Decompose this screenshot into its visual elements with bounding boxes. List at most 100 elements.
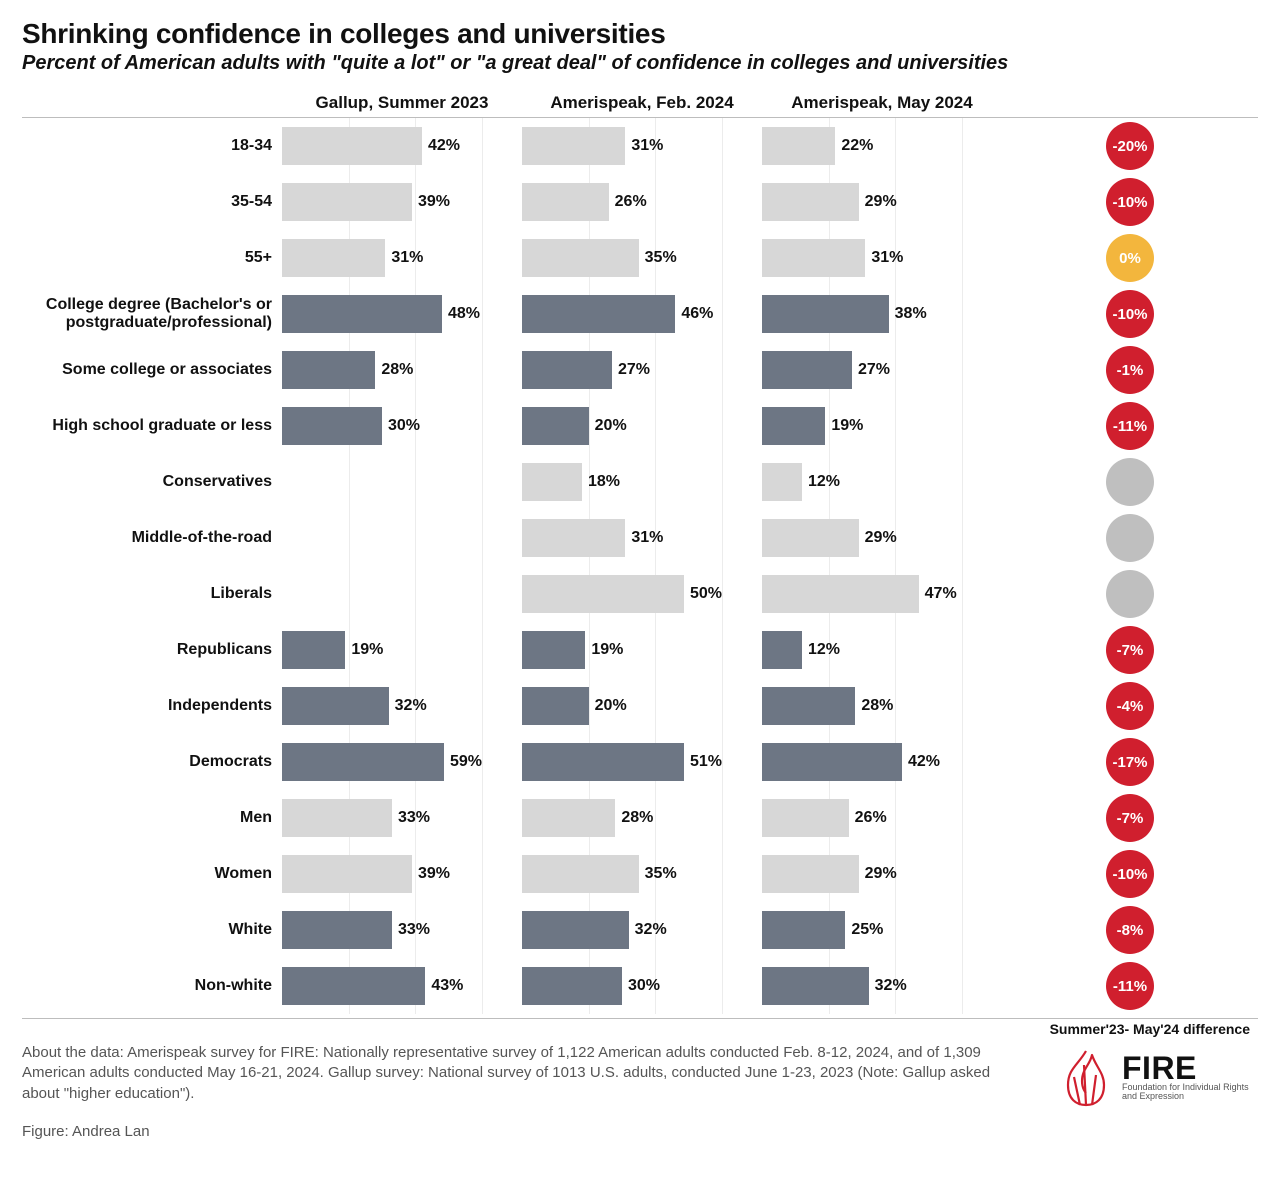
column-header: Amerispeak, Feb. 2024 — [522, 93, 762, 113]
chart-row: 35-5439%26%29%-10% — [22, 174, 1258, 230]
bar-track: 35% — [522, 230, 722, 286]
bar-cell: 42% — [282, 118, 522, 174]
bar-value: 25% — [851, 921, 883, 939]
header-spacer — [22, 93, 282, 113]
bar-cell: 48% — [282, 286, 522, 342]
bar — [522, 631, 585, 669]
bar — [762, 239, 865, 277]
bar-value: 20% — [595, 417, 627, 435]
bar-track: 48% — [282, 286, 482, 342]
footnote-credit: Figure: Andrea Lan — [22, 1122, 1002, 1142]
diff-badge: -11% — [1106, 402, 1154, 450]
bar-track: 25% — [762, 902, 962, 958]
bar-track: 42% — [282, 118, 482, 174]
bar — [762, 855, 859, 893]
bar — [762, 127, 835, 165]
bar-cell — [282, 566, 522, 622]
chart-row: Women39%35%29%-10% — [22, 846, 1258, 902]
bar-track: 47% — [762, 566, 962, 622]
bar-value: 22% — [841, 137, 873, 155]
footnote-about: About the data: Amerispeak survey for FI… — [22, 1043, 1002, 1104]
bar-value: 18% — [588, 473, 620, 491]
bar-track — [282, 566, 482, 622]
diff-badge: -1% — [1106, 346, 1154, 394]
row-label: Democrats — [22, 753, 282, 771]
chart-row: Men33%28%26%-7% — [22, 790, 1258, 846]
bar-value: 19% — [351, 641, 383, 659]
bar-track: 31% — [762, 230, 962, 286]
footnotes: About the data: Amerispeak survey for FI… — [22, 1043, 1002, 1160]
fire-logo-text: FIRE Foundation for Individual Rights an… — [1122, 1054, 1252, 1103]
chart-row: Non-white43%30%32%-11% — [22, 958, 1258, 1014]
bar-cell — [282, 510, 522, 566]
fire-logo-name: FIRE — [1122, 1054, 1252, 1083]
row-label: Non-white — [22, 977, 282, 995]
diff-badge — [1106, 458, 1154, 506]
diff-badge: -10% — [1106, 290, 1154, 338]
bar-value: 38% — [895, 305, 927, 323]
bar-value: 32% — [875, 977, 907, 995]
bar — [762, 799, 849, 837]
bar-cell: 43% — [282, 958, 522, 1014]
bar — [282, 631, 345, 669]
bar — [762, 351, 852, 389]
chart-row: Some college or associates28%27%27%-1% — [22, 342, 1258, 398]
bar — [762, 911, 845, 949]
bar — [522, 743, 684, 781]
chart-subtitle: Percent of American adults with "quite a… — [22, 52, 1258, 75]
bar-value: 31% — [871, 249, 903, 267]
chart-row: Democrats59%51%42%-17% — [22, 734, 1258, 790]
bar-value: 50% — [690, 585, 722, 603]
bar-track: 59% — [282, 734, 482, 790]
bar-value: 12% — [808, 473, 840, 491]
row-label: Middle-of-the-road — [22, 529, 282, 547]
bar-track: 12% — [762, 622, 962, 678]
bar-track: 32% — [522, 902, 722, 958]
bar — [282, 687, 389, 725]
bar-value: 31% — [391, 249, 423, 267]
bar-cell: 32% — [282, 678, 522, 734]
bar-track: 20% — [522, 398, 722, 454]
bar-track — [282, 454, 482, 510]
bar-cell: 29% — [762, 174, 1002, 230]
bar-track — [282, 510, 482, 566]
bar-cell: 31% — [522, 118, 762, 174]
bar-value: 39% — [418, 193, 450, 211]
diff-cell: -1% — [1002, 346, 1258, 394]
bar-track: 29% — [762, 174, 962, 230]
bar-value: 29% — [865, 193, 897, 211]
bar-cell: 12% — [762, 622, 1002, 678]
row-label: 18-34 — [22, 137, 282, 155]
bar-value: 43% — [431, 977, 463, 995]
bar-cell: 27% — [522, 342, 762, 398]
bar-value: 51% — [690, 753, 722, 771]
bar-track: 46% — [522, 286, 722, 342]
bar-value: 35% — [645, 865, 677, 883]
bar — [522, 407, 589, 445]
bar-cell: 31% — [522, 510, 762, 566]
bar-track: 33% — [282, 902, 482, 958]
bar-track: 19% — [282, 622, 482, 678]
figure-container: Shrinking confidence in colleges and uni… — [0, 0, 1280, 1170]
row-label: 35-54 — [22, 193, 282, 211]
bar-track: 30% — [522, 958, 722, 1014]
bar-value: 46% — [681, 305, 713, 323]
fire-logo: FIRE Foundation for Individual Rights an… — [1058, 1043, 1258, 1109]
diff-badge: -7% — [1106, 626, 1154, 674]
bar-value: 29% — [865, 865, 897, 883]
bar-track: 42% — [762, 734, 962, 790]
bar-track: 31% — [282, 230, 482, 286]
bar-track: 20% — [522, 678, 722, 734]
bar — [282, 743, 444, 781]
bar-cell: 22% — [762, 118, 1002, 174]
bar-value: 35% — [645, 249, 677, 267]
row-label: College degree (Bachelor's or postgradua… — [22, 296, 282, 333]
bar — [522, 519, 625, 557]
diff-badge: -20% — [1106, 122, 1154, 170]
bar-value: 27% — [618, 361, 650, 379]
bar-cell: 33% — [282, 790, 522, 846]
bar-value: 30% — [628, 977, 660, 995]
chart-area: Gallup, Summer 2023 Amerispeak, Feb. 202… — [22, 93, 1258, 1037]
bar-track: 27% — [762, 342, 962, 398]
diff-cell — [1002, 514, 1258, 562]
